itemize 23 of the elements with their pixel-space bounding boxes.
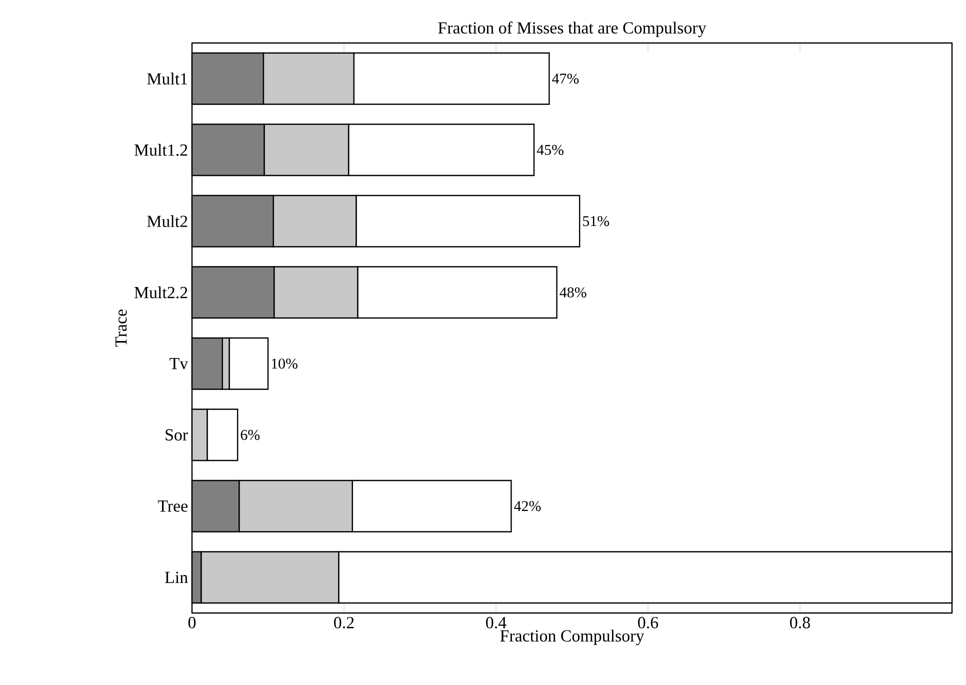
x-tick-label: 0.2 — [334, 616, 354, 628]
y-tick-label: Mult2.2 — [134, 286, 188, 298]
x-tick-label: 0.8 — [790, 616, 810, 628]
total-label: 48% — [560, 287, 586, 298]
total-label: 10% — [272, 358, 298, 369]
x-tick-label: 0.6 — [638, 616, 658, 628]
total-label: 45% — [536, 144, 564, 155]
total-label: 51% — [583, 216, 610, 226]
y-tick-label: Sor — [166, 429, 188, 441]
y-tick-label: Tv — [170, 358, 188, 370]
x-tick-label: 0 — [188, 616, 196, 628]
x-axis-title: Fraction Compulsory — [500, 630, 644, 646]
total-label: 6% — [240, 430, 260, 440]
y-tick-label: Lin — [165, 572, 188, 583]
y-tick-label: Mult1.2 — [134, 144, 188, 156]
y-tick-label: Mult2 — [147, 215, 188, 228]
y-tick-label: Tree — [158, 500, 188, 512]
y-tick-label: Mult1 — [147, 72, 188, 85]
chart-title: Fraction of Misses that are Compulsory — [438, 22, 706, 38]
total-label: 47% — [552, 74, 579, 84]
total-label: 42% — [514, 501, 541, 512]
y-axis-title: Trace — [115, 310, 127, 347]
x-tick-label: 0.4 — [486, 616, 506, 628]
